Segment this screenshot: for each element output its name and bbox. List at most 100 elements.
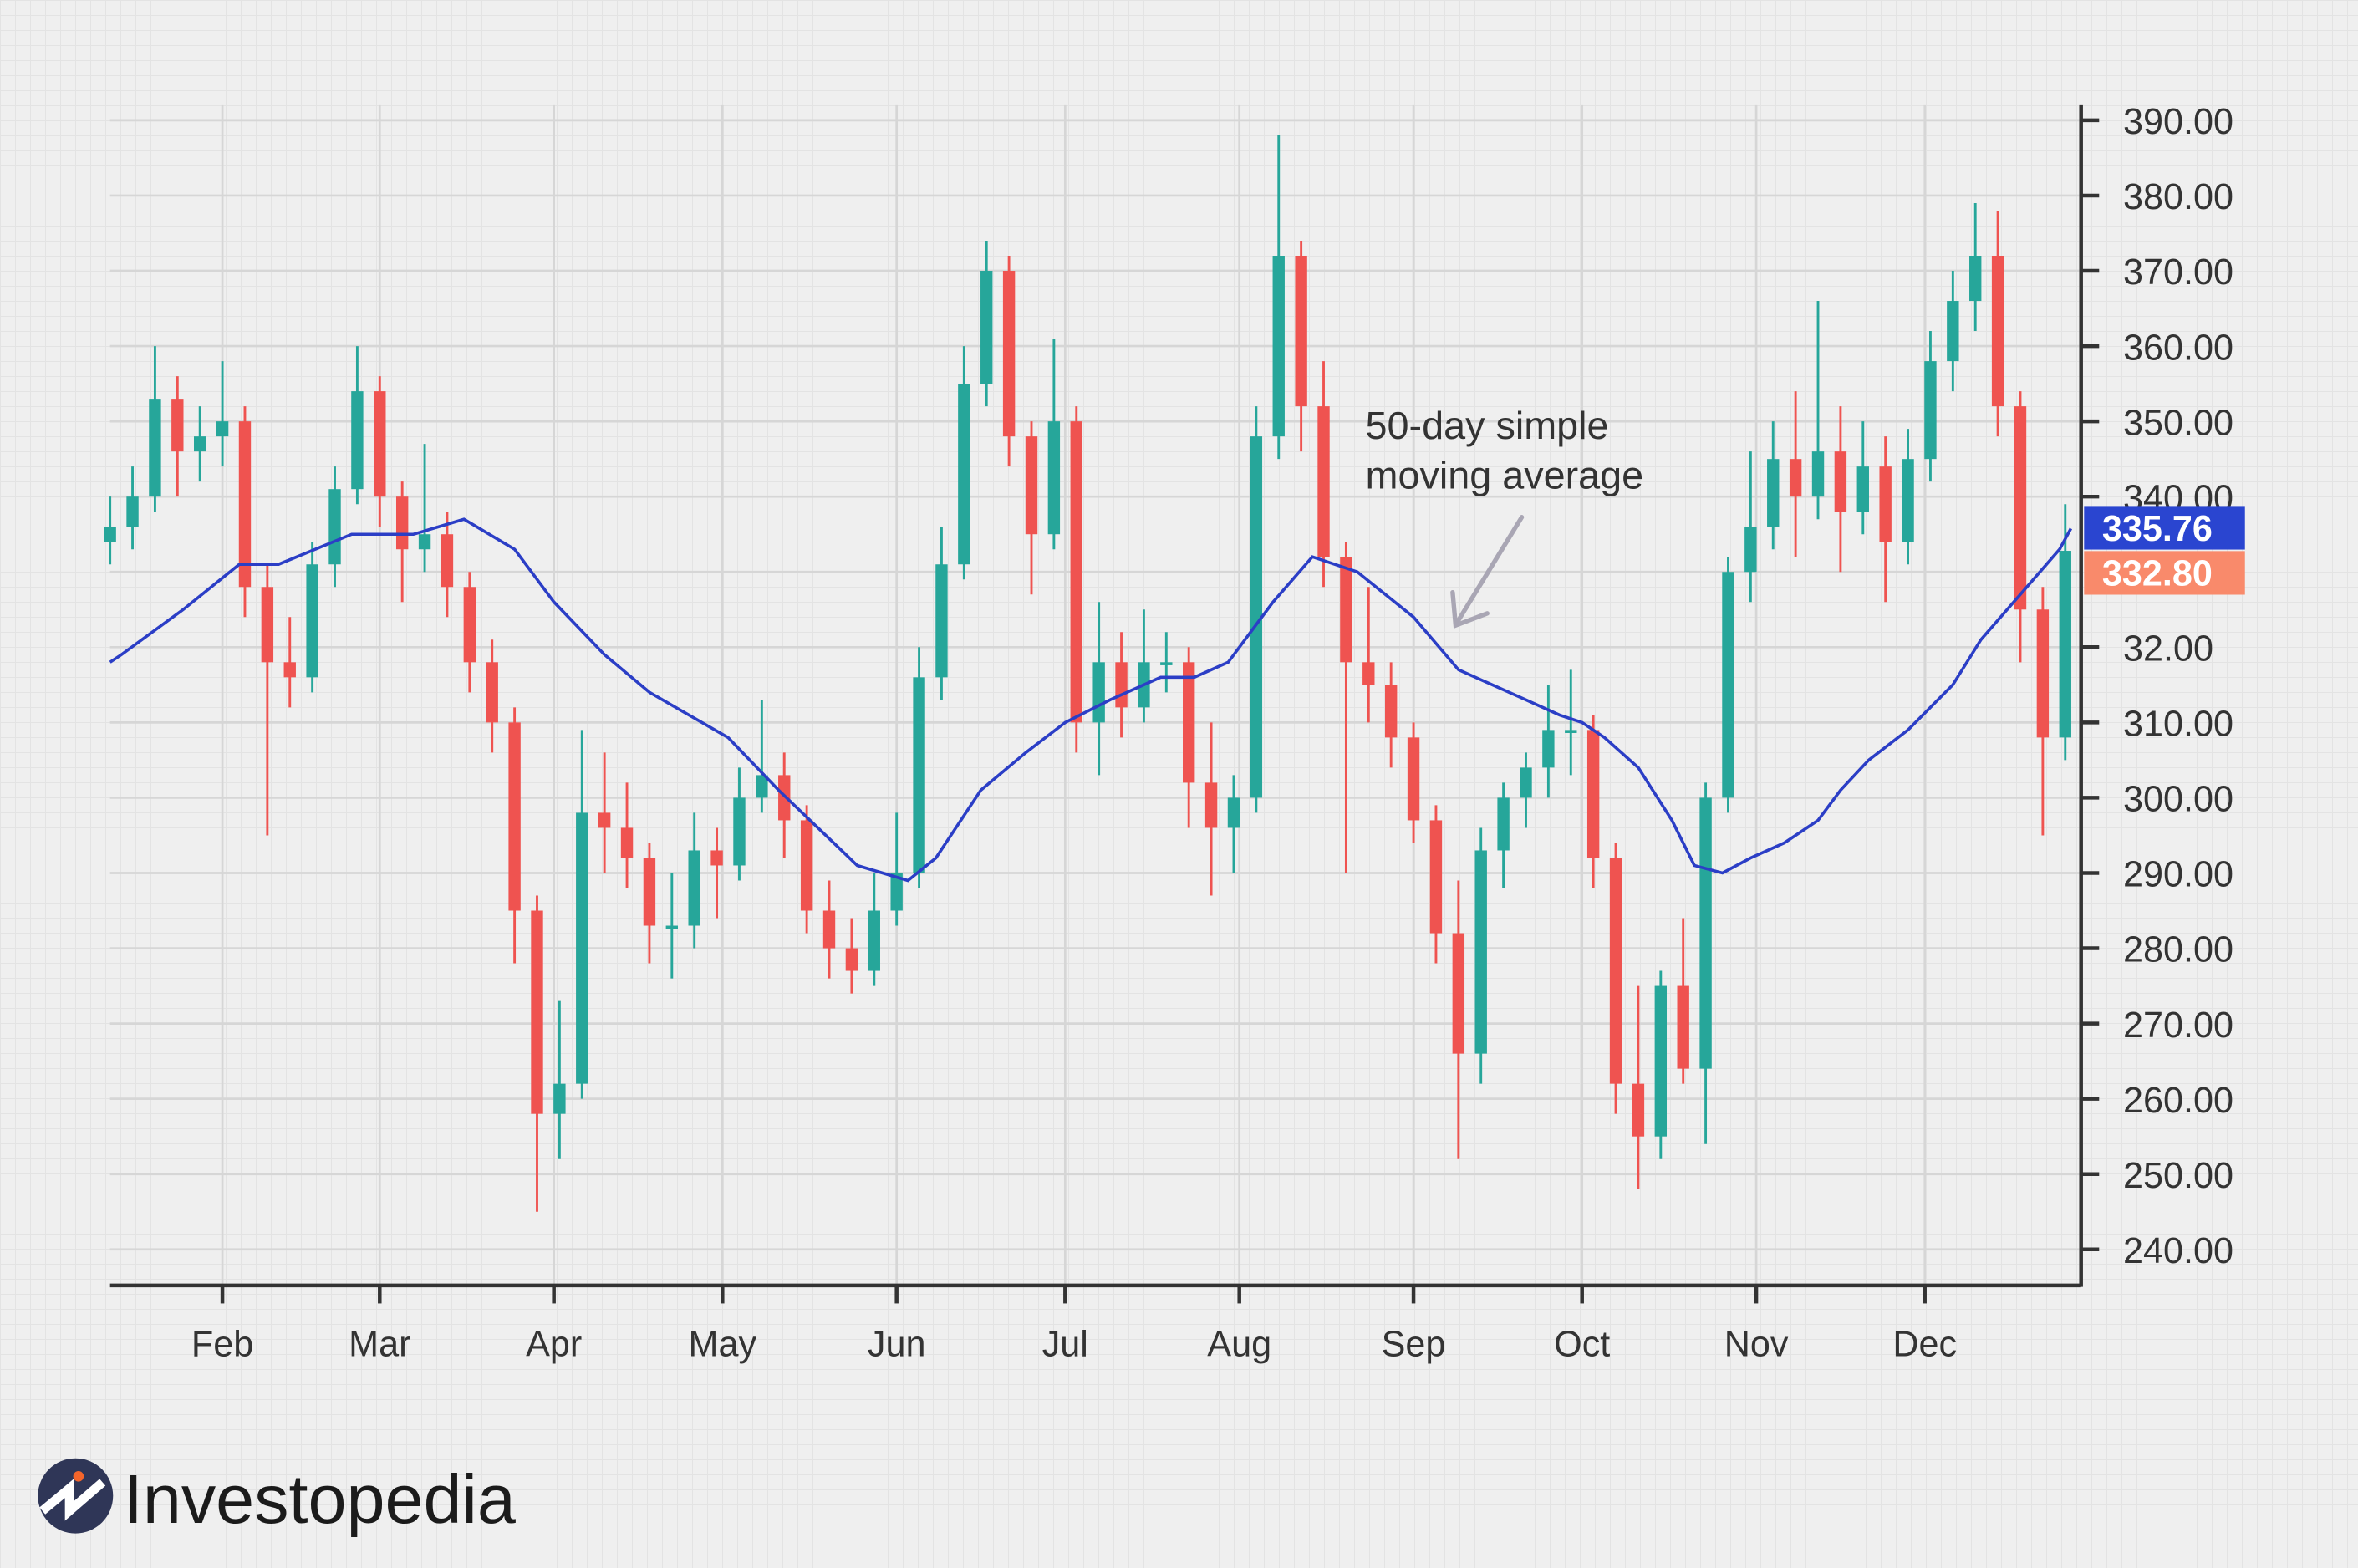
y-tick-label: 370.00: [2123, 252, 2233, 293]
candle: [1272, 135, 1285, 460]
candle: [149, 346, 161, 512]
annotation-line-1: 50-day simple: [1366, 404, 1609, 447]
x-tick-label: Oct: [1554, 1324, 1610, 1364]
candle: [2014, 391, 2027, 663]
candle: [194, 406, 206, 482]
candle-body: [1767, 459, 1780, 527]
candle-body: [1362, 662, 1375, 685]
candle: [1160, 632, 1173, 693]
candle: [328, 466, 341, 588]
candle-body: [374, 391, 386, 497]
candle: [1452, 880, 1465, 1159]
candle: [665, 873, 679, 979]
candle-body: [1924, 361, 1937, 460]
candle-body: [913, 677, 925, 873]
candle: [980, 240, 993, 407]
candle-body: [306, 564, 318, 678]
candle: [104, 496, 116, 565]
candle-body: [1856, 466, 1869, 512]
y-tick-label: 300.00: [2123, 780, 2233, 820]
candle-body: [576, 812, 588, 1084]
candle-body: [194, 436, 206, 452]
candle: [171, 376, 184, 497]
candle-body: [1272, 255, 1285, 437]
candle: [1047, 339, 1061, 550]
candle: [576, 730, 588, 1099]
candle: [913, 647, 925, 888]
candle-body: [1025, 436, 1038, 535]
candle-body: [1047, 421, 1061, 535]
y-tick-label: 280.00: [2123, 930, 2233, 970]
candle-body: [1811, 451, 1825, 497]
candle-body: [1722, 572, 1734, 798]
brand-name: Investopedia: [124, 1460, 516, 1538]
candle-body: [1565, 730, 1577, 733]
candle: [1002, 255, 1016, 467]
candle: [1474, 827, 1487, 1084]
candle-body: [710, 850, 723, 866]
candle-body: [1452, 933, 1465, 1054]
candle: [1924, 331, 1937, 482]
y-tick-label: 250.00: [2123, 1156, 2233, 1196]
candle-body: [328, 489, 341, 565]
last-price-label: 332.80: [2102, 554, 2213, 594]
candle: [822, 880, 836, 979]
candle: [1295, 240, 1307, 452]
candle: [1340, 542, 1352, 873]
candle: [1586, 715, 1600, 888]
x-tick-label: Nov: [1724, 1324, 1789, 1364]
x-tick-label: Jul: [1042, 1324, 1088, 1364]
x-ticks: Feb Mar Apr May Jun Jul Aug Sep Oct Nov Dec: [191, 1285, 1957, 1364]
candle-body: [216, 421, 229, 437]
candle: [1092, 602, 1105, 776]
candle-body: [1407, 737, 1420, 821]
candle: [1632, 985, 1645, 1189]
candle-body: [1183, 662, 1195, 783]
candle: [935, 527, 948, 700]
y-ticks: 390.00380.00370.00360.00350.00340.0032.0…: [2080, 102, 2233, 1271]
candle: [1138, 609, 1150, 723]
candle-body: [822, 910, 836, 949]
candle: [620, 782, 634, 888]
candle-body: [1789, 459, 1802, 497]
candle-body: [665, 925, 679, 929]
candle: [1654, 970, 1668, 1159]
candle: [1497, 782, 1510, 888]
candle-body: [1002, 271, 1016, 437]
candle-body: [1497, 797, 1510, 851]
candle-body: [1744, 527, 1757, 573]
candle-body: [1542, 730, 1555, 768]
y-tick-label: 240.00: [2123, 1231, 2233, 1271]
candle-body: [800, 820, 813, 911]
candle-body: [1429, 820, 1443, 934]
candle-body: [238, 421, 252, 588]
candle: [958, 346, 970, 580]
candle-body: [1609, 858, 1622, 1084]
candle-body: [845, 948, 858, 971]
candle-body: [418, 534, 431, 550]
candle: [1856, 421, 1869, 535]
candle: [531, 895, 543, 1212]
candle-body: [756, 775, 768, 798]
candle: [486, 639, 498, 753]
candle-body: [1070, 421, 1082, 723]
candle: [1879, 436, 1892, 603]
candle-body: [2036, 609, 2050, 738]
candle-body: [104, 527, 116, 542]
candle-body: [531, 910, 543, 1114]
x-tick-label: Apr: [526, 1324, 582, 1364]
candle: [1609, 843, 1622, 1114]
candle-body: [1834, 451, 1847, 512]
candle: [1362, 587, 1375, 723]
candle: [868, 873, 880, 986]
candle: [1204, 722, 1218, 896]
y-tick-label: 310.00: [2123, 705, 2233, 745]
candle-body: [261, 587, 274, 663]
logo-mark-icon: [38, 1458, 114, 1534]
candle-body: [149, 399, 161, 497]
y-tick-label: 350.00: [2123, 403, 2233, 443]
candle-body: [1250, 436, 1263, 798]
candle: [845, 918, 858, 994]
candle-body: [1699, 797, 1712, 1069]
